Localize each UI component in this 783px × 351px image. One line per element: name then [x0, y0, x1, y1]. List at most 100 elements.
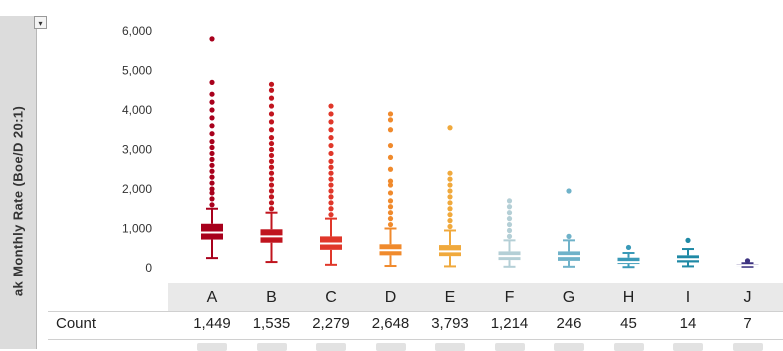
outlier-point	[387, 204, 394, 210]
count-cell: 14	[679, 315, 697, 332]
outlier-point	[268, 152, 275, 159]
outlier-point	[209, 180, 215, 186]
outlier-point	[328, 135, 334, 141]
outlier-point	[506, 227, 513, 234]
outlier-point	[685, 237, 691, 243]
outlier-point	[209, 186, 215, 192]
count-cell: 45	[620, 315, 637, 332]
outlier-point	[506, 233, 513, 239]
outlier-point	[506, 198, 513, 204]
count-cell: 7	[743, 315, 752, 332]
cropped-stat-fragment	[673, 343, 703, 351]
outlier-point	[209, 107, 215, 113]
outlier-point	[447, 176, 453, 182]
outlier-point	[209, 174, 215, 180]
outlier-point	[328, 200, 334, 206]
count-cell: 246	[556, 315, 582, 332]
outlier-point	[328, 188, 334, 194]
outlier-point	[209, 91, 215, 97]
count-cell: 1,535	[252, 315, 291, 332]
y-tick-label: 3,000	[122, 143, 152, 157]
outlier-point	[447, 218, 453, 224]
count-cell: 2,648	[371, 315, 410, 332]
outlier-point	[447, 223, 453, 230]
y-tick-label: 1,000	[122, 222, 152, 236]
outlier-point	[387, 142, 394, 149]
cropped-stat-fragment	[316, 343, 346, 351]
outlier-point	[268, 188, 275, 194]
outlier-point	[387, 190, 394, 196]
outlier-point	[209, 150, 215, 157]
outlier-point	[387, 210, 394, 216]
outlier-point	[447, 170, 453, 176]
outlier-point	[387, 216, 394, 222]
outlier-point	[447, 206, 453, 212]
outlier-point	[387, 178, 394, 184]
outlier-point	[447, 212, 453, 218]
outlier-point	[268, 164, 275, 170]
cropped-stat-fragment	[256, 343, 287, 351]
outlier-point	[328, 206, 334, 212]
category-label: J	[743, 289, 752, 306]
count-cell: 3,793	[431, 315, 469, 332]
outlier-point	[209, 168, 215, 174]
outlier-point	[268, 87, 275, 93]
cropped-stat-fragment	[494, 343, 525, 351]
outlier-point	[268, 158, 275, 164]
outlier-point	[268, 103, 275, 109]
outlier-point	[209, 99, 215, 105]
outlier-point	[387, 198, 394, 204]
cropped-stat-fragment	[732, 343, 763, 351]
outlier-point	[268, 176, 275, 182]
cropped-stats-row	[48, 339, 783, 351]
outlier-point	[328, 194, 334, 200]
outlier-point	[268, 111, 275, 117]
outlier-point	[387, 117, 394, 123]
outlier-point	[506, 210, 513, 216]
outlier-point	[209, 79, 215, 85]
y-tick-label: 4,000	[122, 103, 152, 117]
cropped-stat-fragment	[613, 343, 644, 351]
outlier-point	[328, 150, 334, 157]
outlier-point	[506, 216, 513, 222]
outlier-point	[209, 190, 215, 196]
row-divider	[48, 339, 783, 340]
outlier-point	[387, 166, 394, 172]
y-axis-panel: ak Monthly Rate (Boe/D 20:1)	[0, 16, 37, 349]
outlier-point	[328, 119, 334, 125]
outlier-point	[447, 125, 453, 131]
outlier-point	[328, 127, 334, 133]
outlier-point	[328, 176, 334, 182]
outlier-point	[744, 258, 751, 264]
outlier-point	[447, 194, 453, 200]
outlier-point	[268, 95, 275, 101]
dropdown-toggle-button[interactable]: ▾	[34, 16, 47, 29]
category-label: B	[266, 289, 277, 306]
category-header-band	[168, 283, 783, 311]
y-tick-label: 5,000	[122, 64, 152, 78]
outlier-point	[387, 127, 394, 133]
outlier-point	[209, 196, 215, 202]
outlier-point	[268, 135, 275, 141]
y-tick-label: 2,000	[122, 182, 152, 196]
outlier-point	[328, 182, 334, 188]
outlier-point	[268, 200, 275, 206]
outlier-point	[268, 170, 275, 176]
outlier-point	[625, 244, 632, 251]
outlier-point	[328, 164, 334, 170]
category-label: C	[325, 289, 337, 306]
outlier-point	[268, 194, 275, 200]
box-iqr	[617, 257, 640, 265]
category-label: F	[504, 289, 515, 306]
outlier-point	[506, 204, 513, 210]
cropped-stat-fragment	[435, 343, 465, 351]
outlier-point	[209, 156, 215, 162]
category-label: H	[622, 289, 635, 306]
y-tick-label: 0	[145, 261, 152, 275]
outlier-point	[328, 158, 334, 164]
outlier-point	[268, 182, 275, 188]
category-label: D	[384, 289, 397, 306]
outlier-point	[209, 162, 215, 168]
outlier-point	[268, 119, 275, 125]
box-plot: 0 1,000 2,000 3,000 4,000 5,000 6,000	[122, 24, 759, 275]
